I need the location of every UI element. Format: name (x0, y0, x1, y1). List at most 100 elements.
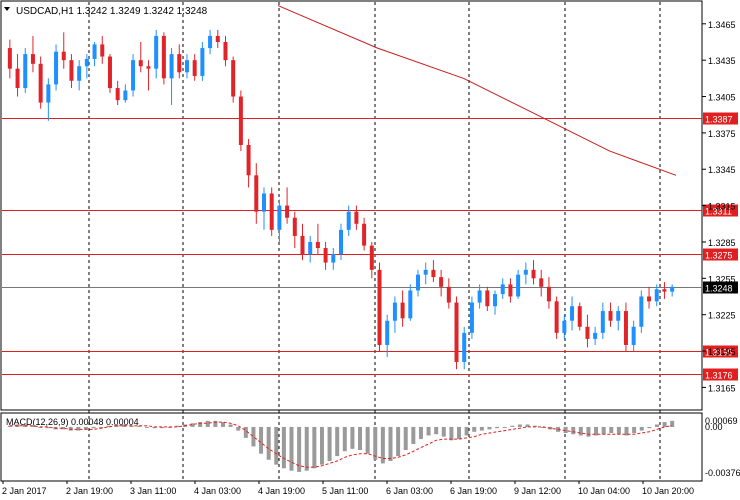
macd-bar (609, 426, 614, 434)
candle (439, 269, 444, 297)
candle (600, 302, 605, 339)
macd-bar (205, 420, 210, 427)
macd-bar (517, 424, 522, 427)
macd-bar (99, 426, 104, 428)
macd-label: MACD(12,26,9) 0.00048 0.00004 (6, 417, 139, 427)
dropdown-triangle-icon[interactable] (4, 7, 10, 11)
candle (84, 54, 89, 79)
macd-bar (380, 426, 385, 464)
candle-body (570, 306, 575, 321)
macd-bar (472, 426, 477, 432)
macd-bar (411, 426, 416, 444)
candle (354, 205, 359, 230)
candle (516, 269, 521, 299)
macd-bar (350, 426, 355, 449)
candle-body (647, 296, 652, 302)
candle-body (454, 302, 459, 362)
macd-bar (76, 426, 81, 431)
candle (508, 278, 513, 303)
candle-body (231, 60, 236, 97)
horizontal-levels: 1.3387 1.3311 1.3275 1.3195 1.3176 1.3248 (2, 112, 738, 381)
candle-body (308, 241, 313, 255)
price-tick-label: 1.3405 (708, 93, 736, 103)
candle (192, 54, 197, 81)
macd-bar (342, 426, 347, 452)
candle-body (416, 274, 421, 291)
candle-body (46, 84, 51, 103)
candle-body (38, 63, 43, 103)
price-pane-frame (0, 0, 703, 411)
candle (223, 35, 228, 67)
level-label: 1.3195 (705, 348, 733, 358)
candle (246, 138, 251, 188)
candle-body (277, 205, 282, 230)
candle (546, 277, 551, 309)
candle (500, 278, 505, 299)
candle-body (223, 41, 228, 61)
candle (416, 269, 421, 297)
candle (277, 199, 282, 242)
macd-bar (464, 426, 469, 436)
candle (423, 262, 428, 285)
candle (38, 56, 43, 109)
candle-body (477, 290, 482, 303)
macd-bar (228, 424, 233, 427)
macd-bar (160, 426, 165, 429)
candle-body (161, 35, 166, 79)
candle-body (469, 302, 474, 333)
macd-bar (38, 426, 43, 428)
macd-bar (540, 426, 545, 428)
level-label: 1.3311 (705, 207, 732, 217)
candle-body (392, 302, 397, 321)
macd-bar (61, 426, 66, 430)
macd-bar (639, 426, 644, 431)
candle-body (462, 332, 467, 362)
macd-bar (563, 426, 568, 434)
macd-bar (243, 426, 248, 438)
candle (562, 314, 567, 339)
moving-average-line (277, 5, 677, 176)
candle-body (169, 54, 174, 79)
macd-bar (129, 425, 134, 427)
candle-body (208, 35, 213, 49)
candle (362, 217, 367, 251)
candle-body (546, 286, 551, 302)
macd-bar (434, 426, 439, 435)
level-label-bg (703, 248, 738, 261)
candle (531, 260, 536, 285)
macd-bar (297, 426, 302, 472)
candle (208, 29, 213, 55)
candle (238, 90, 243, 152)
price-axis: 1.3465 1.3435 1.3405 1.3375 1.3345 1.3315 1.32… (702, 20, 736, 393)
time-axis: 2 Jan 2017 2 Jan 19:00 3 Jan 11:00 4 Jan 03… (2, 481, 694, 496)
macd-bar (571, 426, 576, 435)
macd-bar (654, 424, 659, 427)
vertical-grid (88, 2, 661, 480)
candle-body (115, 88, 120, 101)
time-label: 3 Jan 11:00 (130, 486, 176, 496)
candle-body (92, 44, 97, 59)
candle (54, 44, 59, 91)
candle (408, 284, 413, 321)
candle (30, 35, 35, 73)
candle (608, 302, 613, 327)
macd-bar (662, 422, 667, 427)
candle (462, 326, 467, 370)
macd-bar (479, 426, 484, 431)
candle (292, 211, 297, 249)
macd-bar (122, 424, 127, 427)
candle (331, 248, 336, 270)
candle (339, 223, 343, 261)
candle (7, 39, 12, 79)
candle-body (608, 311, 613, 321)
time-label: 2 Jan 2017 (2, 486, 47, 496)
macd-bar (304, 426, 309, 471)
price-tick-label: 1.3465 (708, 20, 736, 30)
candle (554, 296, 559, 339)
candle (593, 326, 598, 345)
price-tick-label: 1.3165 (708, 383, 736, 393)
candle (107, 54, 112, 93)
macd-bar (457, 426, 462, 440)
